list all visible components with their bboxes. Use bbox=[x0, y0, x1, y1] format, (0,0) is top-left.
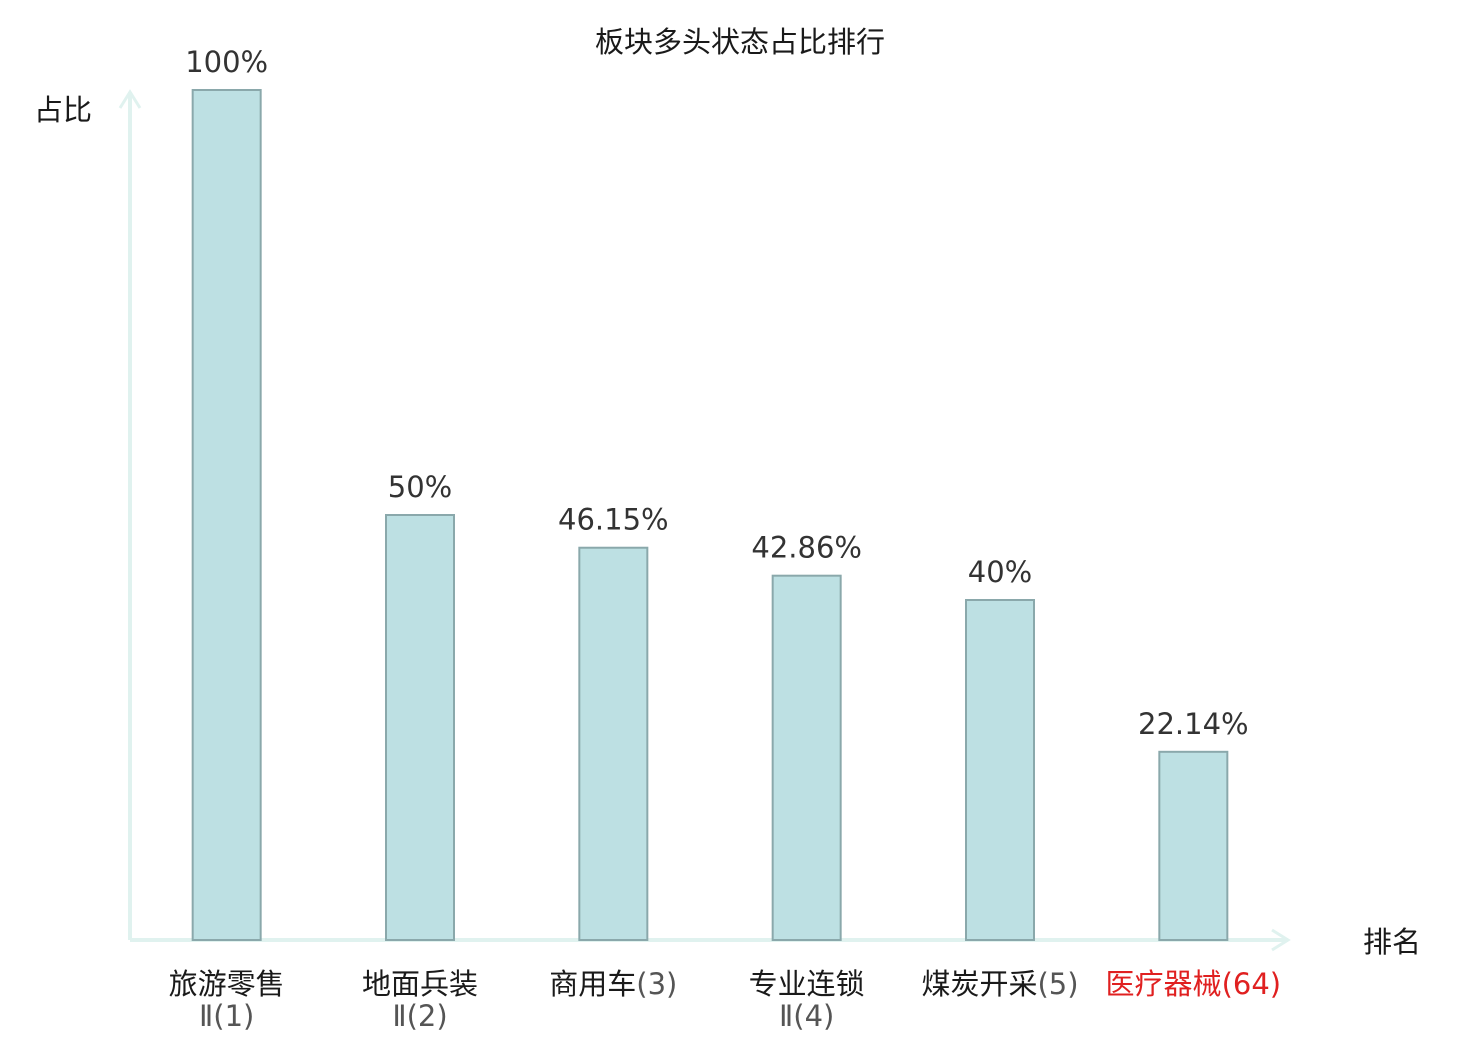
chart-title: 板块多头状态占比排行 bbox=[595, 25, 885, 59]
value-label: 40% bbox=[968, 555, 1032, 589]
category-label: 地面兵装 bbox=[362, 967, 478, 1001]
category-rank: Ⅱ(1) bbox=[199, 999, 254, 1033]
value-label: 22.14% bbox=[1138, 707, 1249, 741]
bars bbox=[191, 89, 1229, 941]
bar bbox=[578, 546, 649, 941]
category-rank: Ⅱ(2) bbox=[392, 999, 447, 1033]
x-axis-label: 排名 bbox=[1363, 925, 1421, 959]
bar bbox=[1158, 750, 1229, 941]
value-label: 50% bbox=[388, 470, 452, 504]
category-label: 商用车(3) bbox=[549, 967, 677, 1001]
category-label: 旅游零售 bbox=[169, 967, 285, 1001]
value-labels: 100% 50% 46.15% 42.86% 40% 22.14% bbox=[185, 45, 1248, 741]
category-name: 医疗器械 bbox=[1106, 967, 1222, 1001]
value-label: 42.86% bbox=[751, 531, 862, 565]
category-label: 专业连锁 bbox=[749, 967, 865, 1001]
category-label: 煤炭开采(5) bbox=[921, 967, 1078, 1001]
bar bbox=[191, 89, 262, 941]
value-label: 100% bbox=[185, 45, 268, 79]
category-rank: Ⅱ(4) bbox=[779, 999, 834, 1033]
category-rank: (3) bbox=[636, 967, 677, 1001]
category-rank: (64) bbox=[1222, 967, 1282, 1001]
category-name: 煤炭开采 bbox=[921, 967, 1037, 1001]
axes bbox=[118, 89, 1291, 952]
bar bbox=[771, 574, 842, 941]
category-label: 医疗器械(64) bbox=[1106, 967, 1282, 1001]
category-name: 商用车 bbox=[549, 967, 636, 1001]
x-axis-arrow bbox=[1271, 928, 1291, 952]
category-rank: (5) bbox=[1037, 967, 1078, 1001]
y-axis-arrow bbox=[118, 89, 142, 109]
bar bbox=[965, 599, 1035, 941]
y-axis-label: 占比 bbox=[34, 93, 92, 127]
bar bbox=[385, 514, 455, 941]
value-label: 46.15% bbox=[558, 503, 669, 537]
